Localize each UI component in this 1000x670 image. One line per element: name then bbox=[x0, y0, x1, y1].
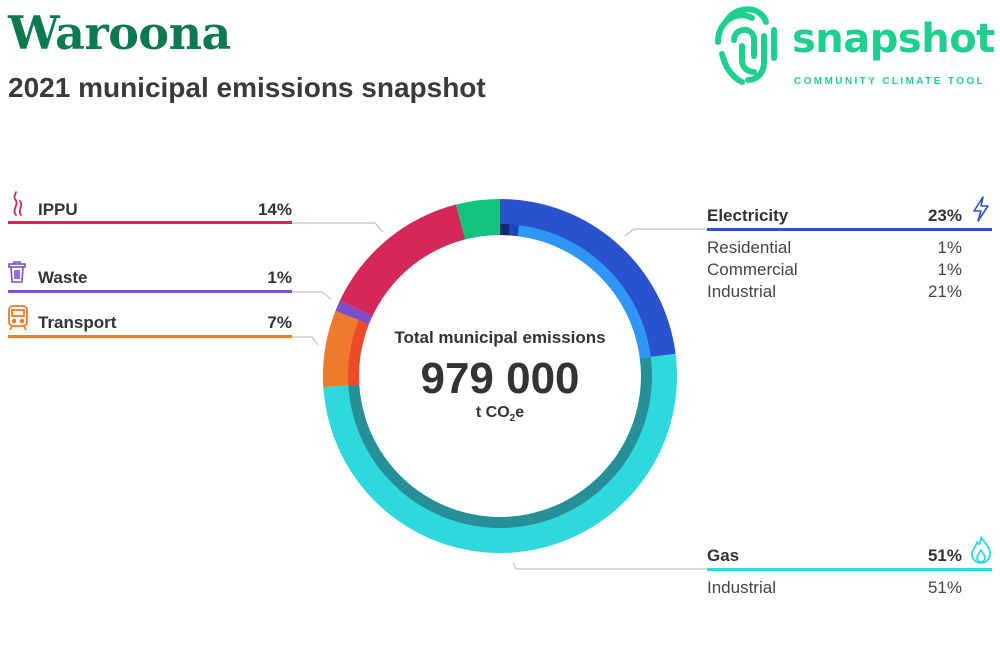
leader-line-ippu bbox=[292, 222, 384, 233]
transport-percent: 7% bbox=[267, 313, 292, 332]
electricity-sub-label: Commercial bbox=[707, 260, 798, 279]
total-value: 979 000 bbox=[420, 354, 580, 403]
page-title: Waroona bbox=[8, 6, 231, 60]
electricity-percent: 23% bbox=[927, 206, 962, 225]
unit-prefix: t CO bbox=[475, 404, 510, 421]
gas-sub-label: Industrial bbox=[707, 578, 776, 597]
logo-wordmark: snapshot bbox=[792, 16, 995, 62]
sub-slice-agriculture-agriculture bbox=[462, 224, 500, 240]
sub-slice-transport-transport bbox=[347, 320, 369, 386]
electricity-label: Electricity bbox=[707, 206, 789, 225]
train-icon bbox=[8, 305, 28, 331]
waste-underline bbox=[8, 290, 292, 293]
unit-suffix: e bbox=[515, 404, 525, 421]
leader-line-transport bbox=[292, 336, 319, 346]
trash-icon bbox=[8, 261, 26, 283]
electricity-sub-percent: 1% bbox=[937, 238, 962, 257]
waste-percent: 1% bbox=[267, 268, 292, 287]
leader-line-electricity bbox=[624, 228, 708, 237]
total-unit: t CO2e bbox=[360, 404, 640, 424]
total-label: Total municipal emissions bbox=[394, 328, 606, 347]
unit-subscript: 2 bbox=[509, 413, 516, 425]
gas-percent: 51% bbox=[927, 546, 962, 565]
slice-gas bbox=[323, 353, 678, 554]
lightning-icon bbox=[973, 196, 989, 222]
snapshot-logo[interactable]: snapshot COMMUNITY CLIMATE TOOL bbox=[712, 0, 1000, 90]
logo-tagline: COMMUNITY CLIMATE TOOL bbox=[794, 76, 986, 87]
flame-icon bbox=[971, 536, 991, 564]
ippu-percent: 14% bbox=[257, 200, 292, 219]
ippu-label: IPPU bbox=[38, 200, 78, 219]
leader-lines bbox=[292, 222, 708, 570]
transport-label: Transport bbox=[38, 313, 117, 332]
sub-slice-electricity-commercial bbox=[508, 224, 520, 237]
electricity-sub-percent: 21% bbox=[927, 282, 962, 301]
transport-underline bbox=[8, 335, 292, 338]
sub-slice-ippu-ippu bbox=[362, 228, 465, 316]
electricity-sub-label: Industrial bbox=[707, 282, 776, 301]
fingerprint-icon bbox=[715, 6, 777, 85]
leader-line-gas bbox=[512, 562, 708, 570]
sub-slice-electricity-industrial bbox=[517, 225, 651, 359]
smoke-icon bbox=[13, 191, 23, 216]
electricity-underline bbox=[707, 228, 992, 231]
gas-underline bbox=[707, 568, 992, 571]
gas-label: Gas bbox=[707, 546, 740, 565]
sub-slice-waste-waste bbox=[358, 311, 373, 325]
electricity-sub-percent: 1% bbox=[937, 260, 962, 279]
inner-ring bbox=[347, 224, 652, 528]
ippu-underline bbox=[8, 221, 292, 224]
leader-line-waste bbox=[292, 291, 332, 300]
sub-slice-electricity-residential bbox=[500, 224, 510, 236]
waste-label: Waste bbox=[38, 268, 88, 287]
page-subtitle: 2021 municipal emissions snapshot bbox=[8, 72, 486, 103]
gas-sub-percent: 51% bbox=[927, 578, 962, 597]
electricity-sub-label: Residential bbox=[707, 238, 792, 257]
